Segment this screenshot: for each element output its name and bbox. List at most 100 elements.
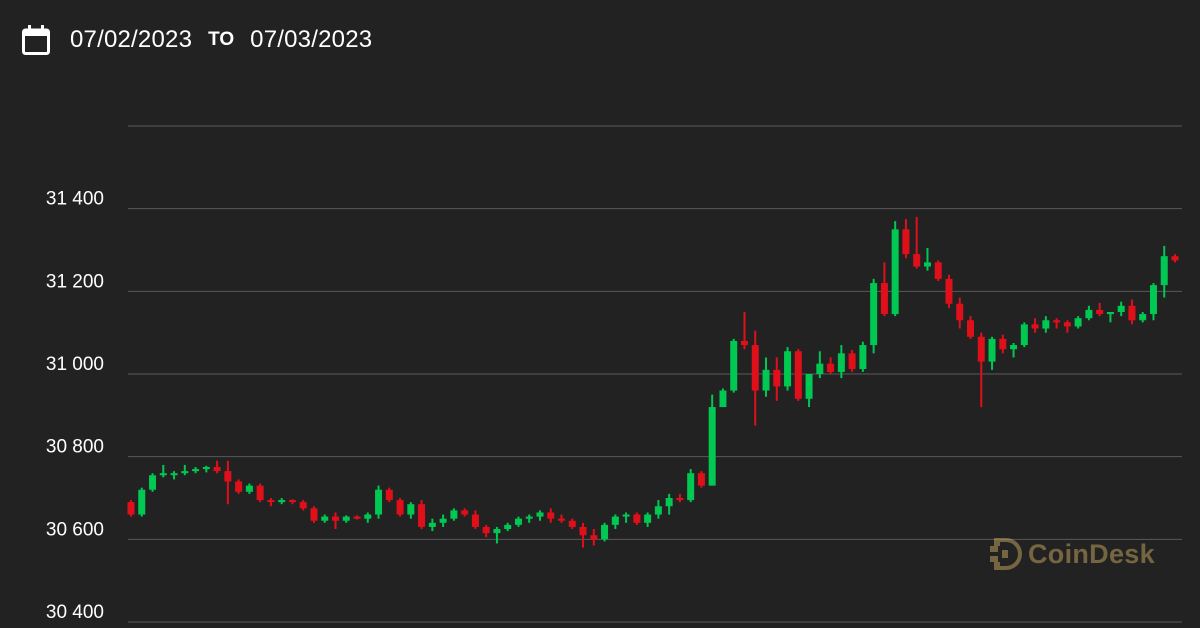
candle (213, 460, 221, 474)
candle (278, 498, 286, 505)
candle-body (278, 500, 286, 503)
candle (988, 336, 996, 370)
candle (827, 357, 835, 374)
candle-body (418, 504, 426, 527)
candle-body (364, 514, 372, 519)
candle (697, 471, 705, 488)
candle-body (1053, 320, 1061, 323)
candle (579, 522, 587, 548)
candle-body (482, 526, 490, 534)
candle-body (321, 516, 329, 521)
candle (902, 219, 910, 259)
candle-body (1031, 324, 1039, 329)
watermark: CoinDesk (990, 536, 1155, 572)
candle (1171, 254, 1179, 263)
candle (1074, 316, 1082, 329)
date-to[interactable]: 07/03/2023 (250, 26, 373, 53)
candle-body (267, 500, 275, 503)
candle (170, 471, 178, 480)
candle-body (342, 516, 350, 521)
candle-body (504, 524, 512, 529)
candle-body (149, 475, 157, 490)
candle-body (601, 524, 609, 540)
candle (342, 515, 350, 523)
candle-body (751, 345, 759, 391)
candle (880, 262, 888, 317)
candle-body (913, 254, 921, 267)
candle-body (181, 471, 189, 474)
candle-body (138, 489, 146, 515)
candle (1139, 312, 1147, 323)
candle (945, 274, 953, 308)
candle (1031, 318, 1039, 333)
y-tick-label: 30 800 (46, 437, 104, 458)
candle (1160, 245, 1168, 298)
candle-body (170, 473, 178, 476)
candle-body (967, 320, 975, 337)
candle-body (730, 340, 738, 391)
candle-body (127, 502, 135, 515)
candle-body (525, 516, 533, 519)
candle-body (590, 535, 598, 540)
candle-body (288, 500, 296, 503)
candle-body (1063, 322, 1071, 327)
candle (794, 349, 802, 401)
candle-body (902, 229, 910, 255)
y-tick-label: 30 400 (46, 602, 104, 623)
candle-body (1128, 305, 1136, 321)
candle (1010, 343, 1018, 358)
candle-body (999, 338, 1007, 350)
candle (601, 522, 609, 542)
y-tick-label: 31 000 (46, 354, 104, 375)
candle-body (859, 345, 867, 370)
candle (418, 500, 426, 529)
candle-body (644, 514, 652, 523)
date-from[interactable]: 07/02/2023 (70, 26, 193, 53)
candle (590, 529, 598, 546)
candle (310, 506, 318, 523)
candle-body (396, 500, 404, 515)
candle-body (1149, 285, 1157, 315)
candle-body (407, 504, 415, 515)
candle-body (331, 516, 339, 521)
candle (396, 498, 404, 517)
candle (654, 500, 662, 519)
candle (181, 464, 189, 476)
candle (611, 514, 619, 529)
candle-body (762, 369, 770, 391)
candle (493, 526, 501, 544)
candle-body (676, 498, 684, 501)
candle (913, 216, 921, 269)
candle-body (977, 336, 985, 362)
candle-body (568, 520, 576, 527)
candle (762, 357, 770, 397)
calendar-icon[interactable] (22, 25, 50, 55)
candle (934, 260, 942, 281)
candle-body (837, 353, 845, 372)
candle-body (784, 351, 792, 387)
candle-body (1010, 345, 1018, 350)
candle (267, 498, 275, 507)
candle (461, 508, 469, 517)
candle (547, 508, 555, 523)
candle (385, 487, 393, 503)
candle-body (579, 526, 587, 536)
candle (633, 512, 641, 525)
candle-body (439, 518, 447, 523)
candle (784, 347, 792, 391)
candle (708, 394, 716, 486)
candle (149, 473, 157, 492)
candle (375, 485, 383, 519)
candle (1117, 301, 1125, 317)
date-range-bar[interactable]: 07/02/2023 TO 07/03/2023 (22, 24, 372, 56)
candle-body (1106, 312, 1114, 315)
candle (299, 500, 307, 511)
candle (870, 278, 878, 354)
candle (471, 510, 479, 529)
candle (622, 512, 630, 523)
candle (159, 464, 167, 478)
candle-body (558, 518, 566, 521)
candle (1096, 302, 1104, 317)
candle-body (159, 473, 167, 476)
candle (192, 467, 200, 474)
